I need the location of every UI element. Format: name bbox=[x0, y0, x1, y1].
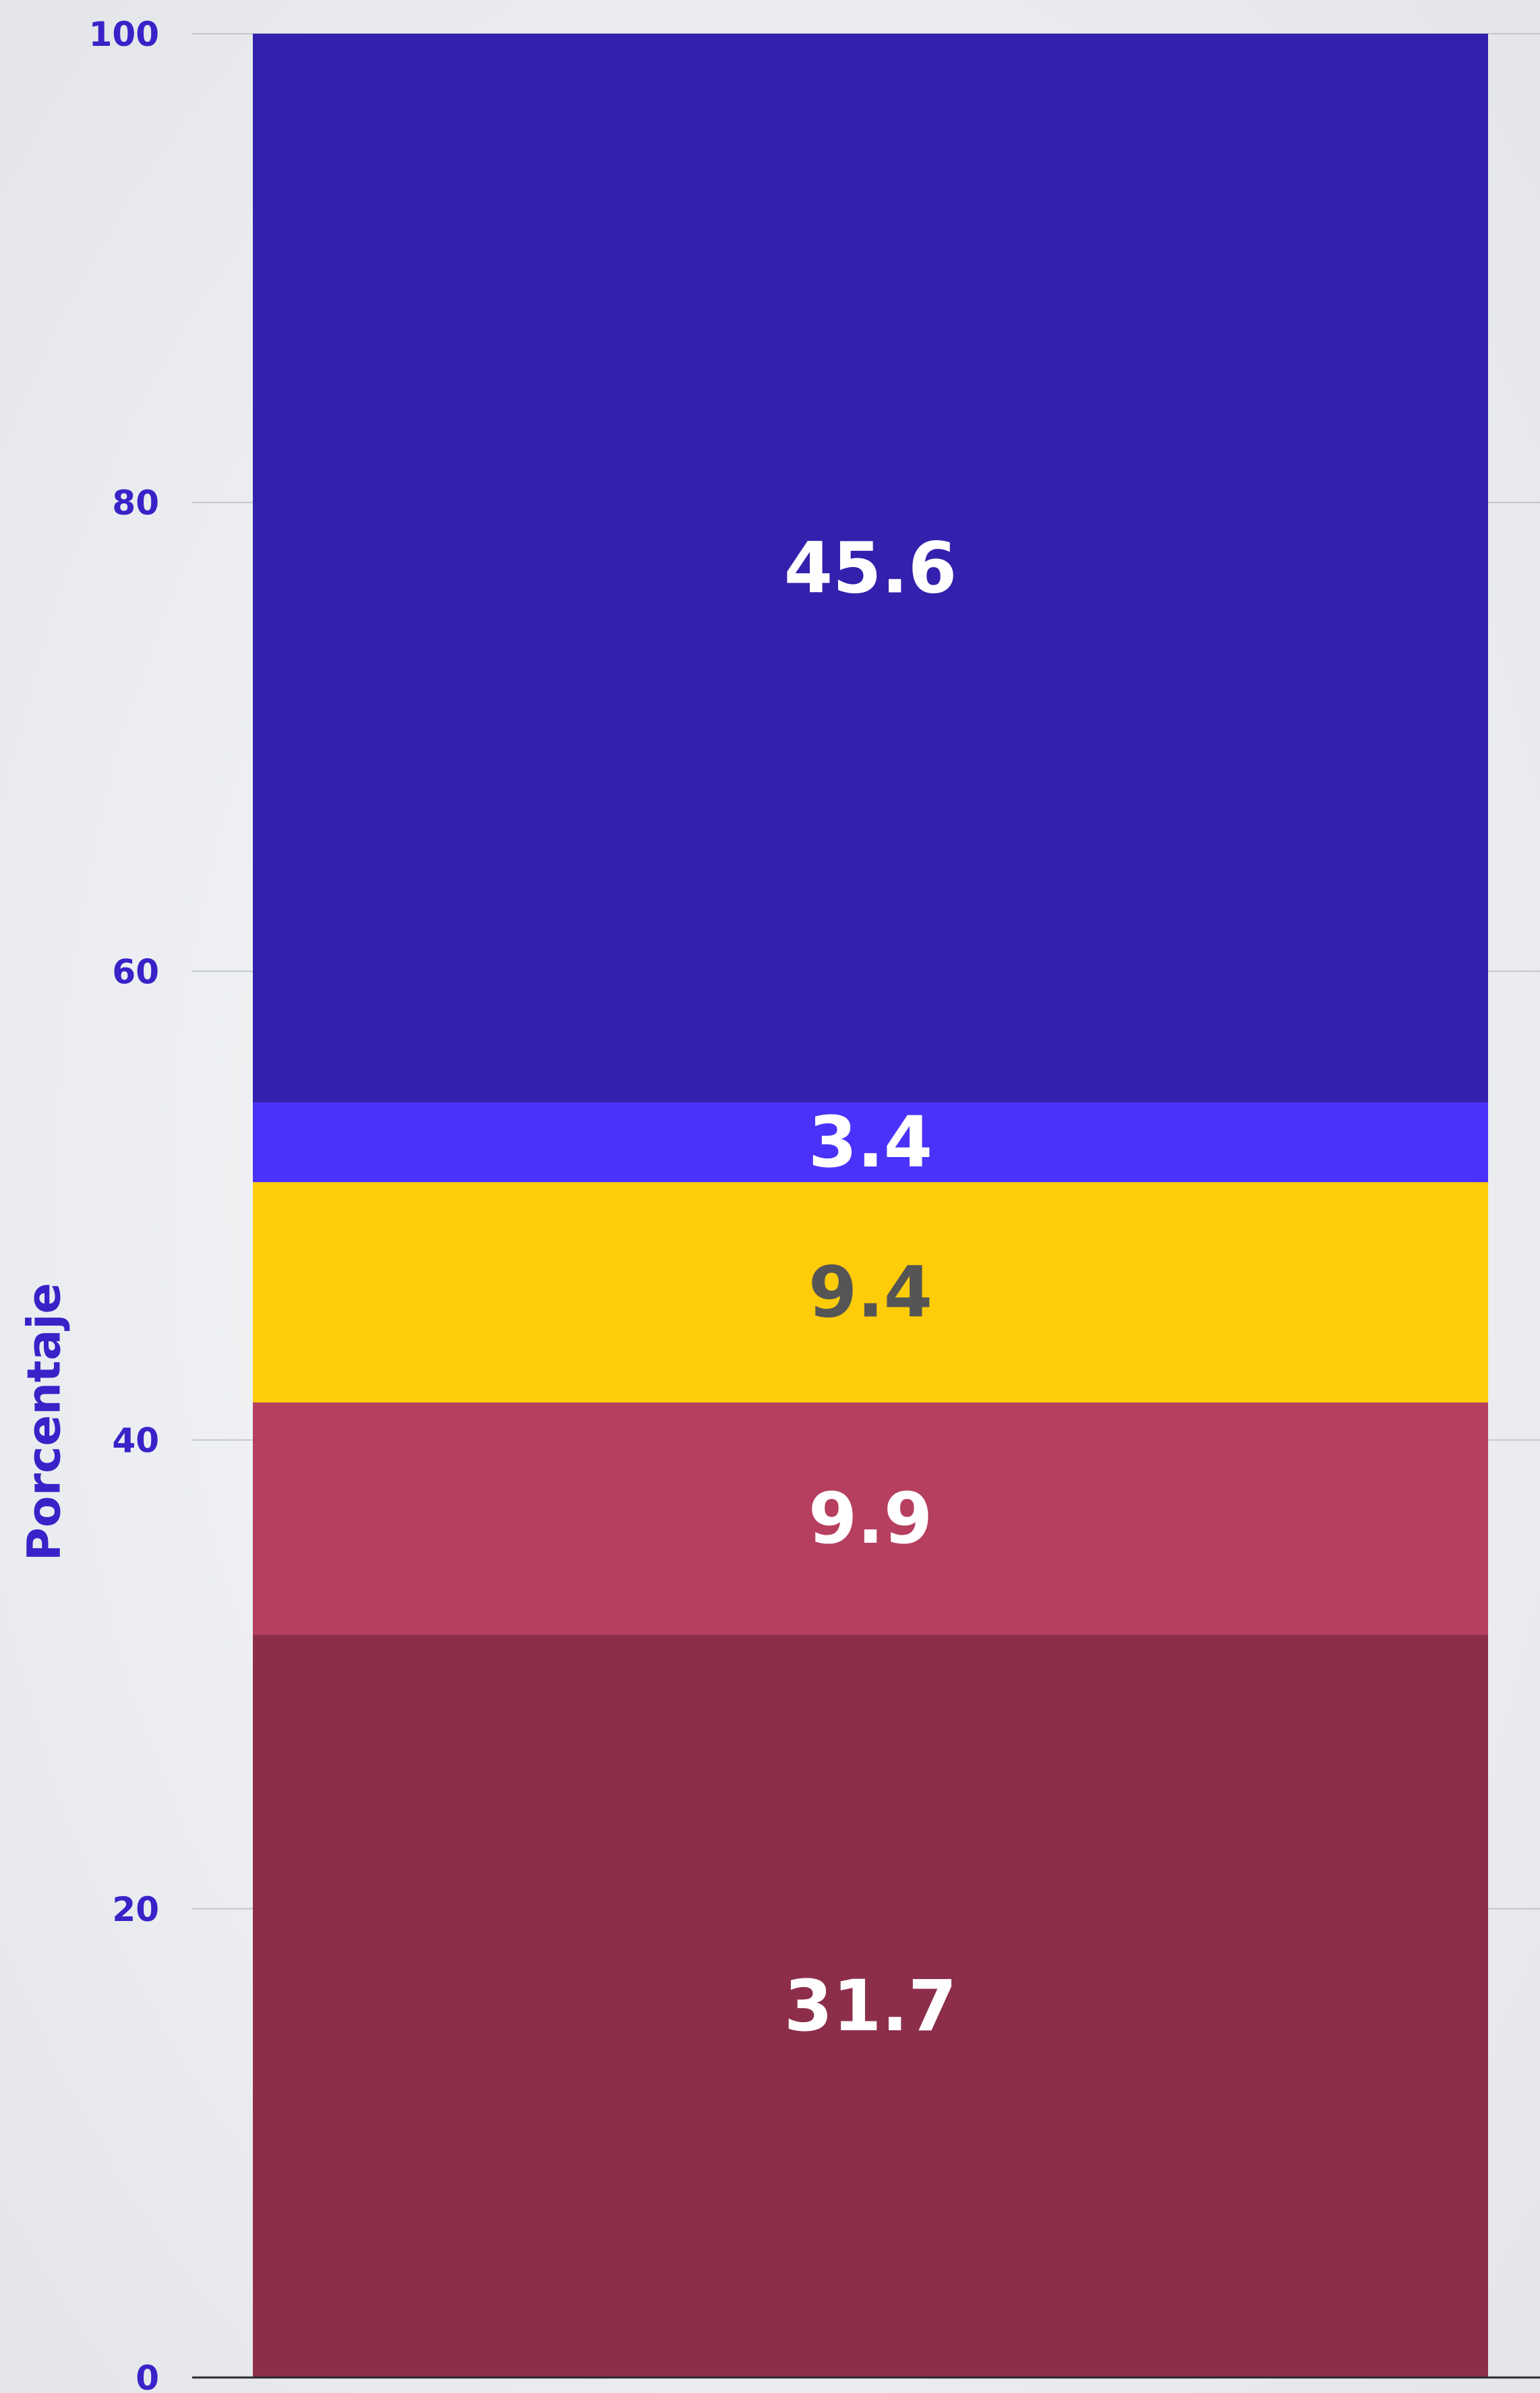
bar-segment-4 bbox=[253, 1102, 1488, 1183]
y-tick-label-60: 60 bbox=[112, 952, 159, 991]
y-tick-label-20: 20 bbox=[112, 1890, 159, 1929]
data-label-2: 9.9 bbox=[808, 1477, 932, 1560]
data-label-3: 9.4 bbox=[808, 1251, 932, 1334]
y-tick-label-0: 0 bbox=[136, 2359, 159, 2393]
y-tick-label-80: 80 bbox=[112, 483, 159, 523]
y-tick-label-40: 40 bbox=[112, 1421, 159, 1460]
data-label-4: 3.4 bbox=[808, 1101, 932, 1183]
bar-segment-1 bbox=[253, 1634, 1488, 2377]
data-label-5: 45.6 bbox=[784, 527, 957, 610]
bar-segment-3 bbox=[253, 1182, 1488, 1402]
y-tick-label-100: 100 bbox=[89, 15, 159, 54]
data-label-1: 31.7 bbox=[784, 1965, 957, 2047]
bar-segment-2 bbox=[253, 1402, 1488, 1635]
data-labels: 31.7 9.9 9.4 3.4 45.6 bbox=[784, 527, 957, 2048]
bar-stack bbox=[253, 34, 1488, 2377]
y-axis-ticks: 0 20 40 60 80 100 bbox=[89, 15, 159, 2393]
y-axis-title: Porcentaje bbox=[18, 1282, 71, 1561]
bar-segment-5 bbox=[253, 34, 1488, 1103]
